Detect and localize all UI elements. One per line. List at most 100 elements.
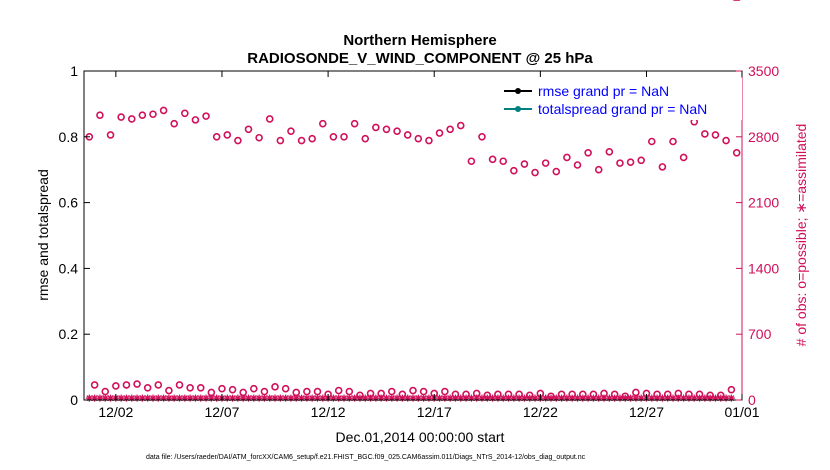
obs-possible-point — [605, 148, 614, 156]
y-tick-label-right: 1400 — [748, 260, 779, 276]
y-tick-label-right: 2800 — [748, 129, 779, 145]
legend: rmse grand pr = NaN totalspread grand pr… — [500, 78, 742, 120]
obs-possible-point — [722, 136, 730, 145]
obs-possible-point — [308, 134, 316, 143]
obs-possible-point — [732, 148, 741, 157]
obs-possible-point — [435, 129, 444, 137]
obs-possible-point — [228, 385, 237, 394]
obs-possible-point — [425, 136, 433, 145]
obs-possible-point — [318, 119, 327, 128]
obs-possible-point — [414, 134, 423, 143]
obs-possible-point — [207, 388, 216, 397]
obs-possible-point — [196, 383, 205, 392]
obs-possible-point — [647, 137, 656, 146]
obs-possible-point — [329, 133, 338, 141]
obs-possible-point — [175, 381, 184, 389]
y-tick-label-right: 3500 — [748, 63, 779, 79]
x-tick-label: 12/02 — [98, 404, 133, 420]
obs-possible-point — [260, 387, 269, 396]
obs-possible-point — [541, 159, 550, 167]
obs-possible-point — [499, 157, 508, 166]
obs-possible-point — [250, 384, 258, 393]
obs-possible-point — [143, 383, 152, 392]
obs-possible-point — [165, 386, 173, 395]
obs-possible-point — [626, 158, 635, 166]
obs-possible-point — [573, 161, 582, 169]
x-tick-label: 12/17 — [417, 404, 452, 420]
obs-possible-point — [191, 116, 200, 124]
obs-possible-point — [112, 382, 120, 390]
obs-possible-point — [616, 159, 624, 167]
x-tick-label: 01/01 — [724, 404, 759, 420]
obs-possible-point — [122, 381, 131, 389]
right-axis: 0 700 1400 2100 2800 3500 — [736, 63, 779, 408]
obs-possible-point — [594, 165, 603, 174]
obs-possible-point — [467, 157, 476, 166]
obs-possible-point — [223, 131, 232, 139]
obs-possible-point — [488, 155, 497, 164]
legend-rmse-label: rmse grand pr = NaN — [538, 83, 669, 99]
obs-possible-point — [403, 131, 412, 139]
obs-possible-point — [727, 385, 736, 394]
obs-possible-point — [658, 163, 667, 171]
obs-possible-point — [510, 166, 518, 175]
obs-possible-point — [170, 119, 179, 128]
obs-possible-point — [419, 387, 428, 396]
obs-possible-point — [669, 137, 677, 146]
obs-possible-point — [212, 133, 221, 141]
obs-possible-point — [701, 130, 709, 138]
legend-spread-marker — [515, 106, 521, 112]
obs-possible-point — [265, 115, 274, 123]
obs-possible-point — [292, 388, 301, 397]
obs-possible-point — [303, 387, 311, 396]
y-tick-label-right: 2100 — [748, 195, 779, 211]
obs-possible-point — [234, 136, 242, 145]
obs-possible-point — [387, 387, 396, 396]
obs-possible-point — [531, 168, 539, 177]
bottom-axis: 12/02 12/07 12/12 12/17 12/22 12/27 01/01 — [98, 71, 760, 420]
obs-possible-point — [271, 383, 279, 391]
obs-possible-point — [393, 127, 401, 135]
y-axis-label-left: rmse and totalspread — [35, 169, 51, 301]
obs-possible-point — [101, 387, 110, 396]
legend-rmse-marker — [515, 88, 521, 94]
obs-possible-point — [446, 125, 454, 134]
y-tick-label-right: 700 — [748, 326, 772, 342]
y-tick-label-left: 0.2 — [59, 326, 79, 342]
obs-possible-point — [133, 380, 141, 388]
obs-possible-point — [106, 131, 115, 139]
obs-possible-point — [297, 136, 306, 145]
x-axis-label: Dec.01,2014 00:00:00 start — [336, 429, 505, 445]
obs-possible-point — [313, 387, 322, 396]
x-tick-label: 12/22 — [523, 404, 558, 420]
y-tick-label-left: 0.4 — [59, 260, 79, 276]
obs-possible-point — [218, 384, 226, 393]
obs-possible-point — [149, 110, 157, 119]
obs-possible-point — [350, 119, 359, 128]
obs-possible-point — [456, 121, 465, 130]
obs-possible-point — [345, 387, 354, 396]
obs-possible-point — [520, 160, 529, 168]
y-tick-label-left: 1 — [70, 63, 78, 79]
y-tick-label-right: 0 — [748, 392, 756, 408]
obs-possible-point — [632, 388, 640, 397]
legend-box — [500, 78, 742, 120]
obs-possible-point — [552, 167, 561, 176]
obs-possible-point — [563, 153, 571, 162]
y-axis-label-right: # of obs: o=possible; ∗=assimilated — [793, 124, 809, 347]
chart-title-line1: Northern Hemisphere — [343, 32, 496, 49]
obs-possible-point — [239, 388, 247, 397]
obs-possible-point — [186, 383, 194, 392]
obs-possible-point — [340, 133, 348, 141]
x-tick-label: 12/12 — [311, 404, 346, 420]
chart-title-line2: RADIOSONDE_V_WIND_COMPONENT @ 25 hPa — [247, 50, 593, 67]
y-tick-label-left: 0.8 — [59, 129, 79, 145]
obs-possible-point — [255, 133, 263, 142]
footer-data-file: data file: /Users/raeder/DAI/ATM_forcXX/… — [146, 454, 586, 461]
obs-possible-point — [382, 125, 391, 134]
y-tick-label-left: 0.6 — [59, 195, 79, 211]
obs-possible-point — [287, 127, 295, 135]
obs-possible-point — [96, 111, 104, 119]
obs-possible-point — [637, 156, 645, 165]
